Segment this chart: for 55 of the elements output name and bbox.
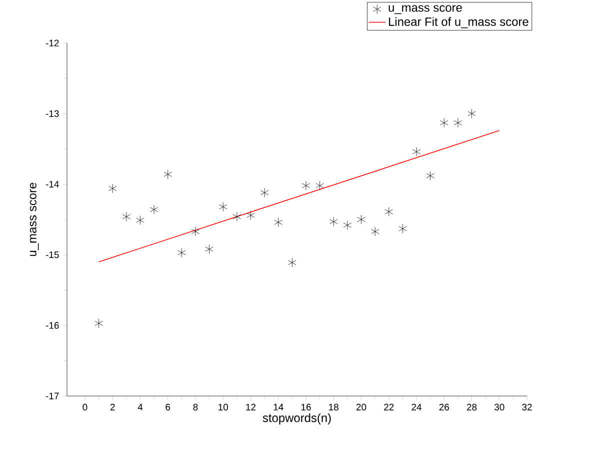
x-tick-label: 32 — [522, 404, 532, 410]
point — [178, 248, 186, 258]
point — [150, 204, 158, 214]
point — [219, 202, 228, 212]
x-tick-label: 14 — [274, 404, 284, 410]
x-tick-label: 2 — [110, 404, 115, 410]
x-tick-label: 28 — [466, 404, 477, 410]
point — [398, 224, 407, 234]
x-tick-label: 8 — [193, 404, 198, 410]
point — [191, 226, 200, 236]
point — [412, 147, 421, 156]
point — [164, 170, 172, 180]
point — [370, 226, 380, 236]
point — [440, 118, 448, 128]
y-axis-title: u_mass score — [30, 182, 39, 256]
point — [246, 210, 255, 220]
x-tick-label: 30 — [494, 404, 504, 410]
point — [288, 258, 296, 268]
y-tick-label: -16 — [46, 322, 59, 329]
x-tick-label: 18 — [329, 404, 338, 410]
point — [205, 244, 214, 254]
point — [330, 216, 338, 226]
y-tick-label: -17 — [46, 392, 59, 400]
point — [343, 220, 352, 230]
point — [316, 180, 324, 190]
point — [274, 218, 282, 228]
y-tick-label: -12 — [46, 40, 59, 46]
legend-label: u_mass score — [388, 5, 462, 14]
legend-label: Linear Fit of u_mass score — [389, 17, 528, 28]
x-tick-label: 24 — [412, 404, 422, 410]
x-tick-label: 4 — [138, 404, 143, 410]
point — [384, 207, 393, 216]
x-tick-label: 0 — [82, 404, 88, 410]
x-tick-label: 6 — [166, 404, 170, 410]
x-tick-label: 10 — [218, 404, 228, 410]
point — [136, 216, 144, 225]
point — [302, 180, 310, 190]
point — [108, 184, 117, 194]
y-tick-label: -13 — [46, 110, 59, 117]
point — [122, 212, 130, 222]
x-tick-label: 16 — [301, 404, 311, 410]
point — [232, 212, 242, 222]
x-tick-label: 22 — [384, 404, 394, 410]
point — [454, 118, 462, 128]
y-tick-label: -14 — [46, 180, 59, 188]
point — [94, 318, 103, 328]
point — [357, 214, 366, 224]
point — [468, 108, 476, 118]
point — [260, 188, 269, 198]
point — [426, 171, 434, 180]
x-tick-label: 20 — [356, 404, 366, 410]
x-axis-title: stopwords(n) — [262, 413, 331, 424]
x-tick-label: 12 — [246, 404, 256, 410]
x-tick-label: 26 — [439, 404, 449, 410]
y-tick-label: -15 — [46, 251, 59, 258]
